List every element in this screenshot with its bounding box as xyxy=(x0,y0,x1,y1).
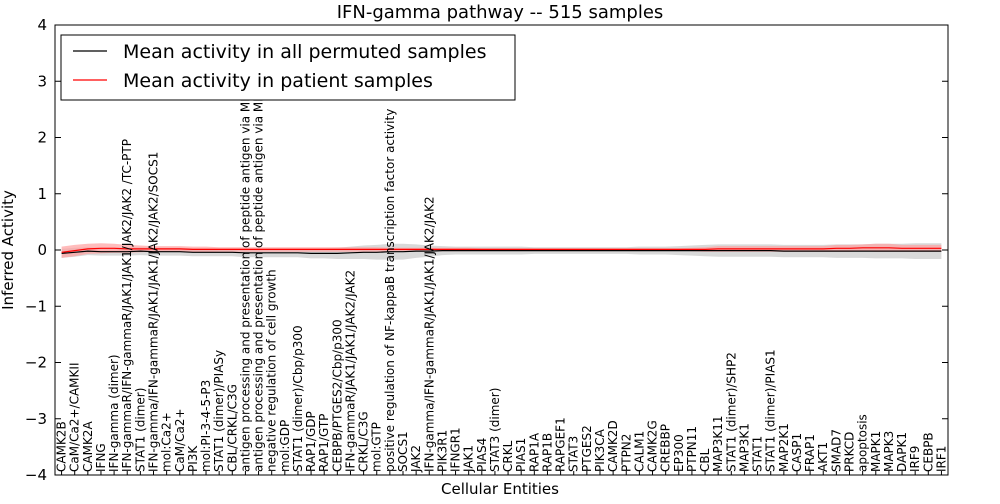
x-tick-label: CREBBP xyxy=(659,424,673,472)
x-tick-label: AKT1 xyxy=(816,442,830,472)
x-tick-label: STAT1 xyxy=(751,436,765,472)
y-tick-label: −3 xyxy=(25,410,47,428)
y-tick-label: 2 xyxy=(37,129,47,147)
x-tick-label: IFN-gammaR/JAK1/JAK1/JAK2/JAK2 xyxy=(344,270,358,472)
x-tick-label: CASP1 xyxy=(790,433,804,472)
x-tick-label: PIK3R1 xyxy=(435,430,449,472)
x-tick-label: SOCS1 xyxy=(396,431,410,472)
x-tick-label: RAP1/GDP xyxy=(304,411,318,472)
x-tick-label: MAP3K1 xyxy=(737,423,751,472)
x-tick-label: JAK2 xyxy=(409,445,423,473)
x-tick-label: CAMK2B xyxy=(55,421,69,472)
series-line-permuted xyxy=(61,250,942,254)
x-tick-label: MAP2K1 xyxy=(777,423,791,472)
x-tick-label: STAT1 (dimer)/Cbp/p300 xyxy=(291,325,305,472)
x-tick-label: STAT1 (dimer)/PIASy xyxy=(212,350,226,472)
y-tick-label: −1 xyxy=(25,297,47,315)
x-tick-label: STAT1 (dimer) xyxy=(133,388,147,472)
x-tick-label: MAPK1 xyxy=(869,431,883,472)
x-tick-label: RAP1B xyxy=(541,433,555,472)
x-tick-label: CRKL/C3G xyxy=(357,411,371,472)
x-tick-label: CAMK2G xyxy=(646,420,660,472)
x-tick-label: CAMK2A xyxy=(81,421,95,472)
legend: Mean activity in all permuted samples Me… xyxy=(60,34,516,101)
chart-title: IFN-gamma pathway -- 515 samples xyxy=(337,2,664,23)
x-tick-label: PTPN2 xyxy=(619,434,633,472)
x-tick-label: SMAD7 xyxy=(829,429,843,472)
x-tick-label: mol:GDP xyxy=(278,420,292,472)
x-tick-label: PIAS4 xyxy=(475,438,489,472)
x-tick-label: PRKCD xyxy=(843,432,857,472)
x-tick-label: mol:GTP xyxy=(370,422,384,472)
x-tick-label: EP300 xyxy=(672,434,686,472)
x-tick-label: CAMK2D xyxy=(606,420,620,472)
plot-frame xyxy=(54,24,949,476)
x-tick-label: CEBPB/PTGES2/Cbp/p300 xyxy=(330,319,344,472)
x-axis-ticks xyxy=(61,471,942,475)
x-tick-labels: CAMK2B CaM/Ca2+/CAMKII CAMK2A IFNG IFN-gamma… xyxy=(55,40,949,473)
x-tick-label: CRKL xyxy=(501,440,515,472)
x-tick-label: PTGES2 xyxy=(580,425,594,472)
x-tick-label: IFN-gamma (dimer) xyxy=(107,354,121,472)
y-tick-label: 1 xyxy=(37,185,47,203)
x-tick-label: JAK1 xyxy=(462,445,476,473)
x-tick-label: PIK3CA xyxy=(593,428,607,472)
x-tick-label: IFN-gamma/IFN-gammaR/JAK1/JAK1/JAK2/JAK2 xyxy=(422,196,436,472)
x-tick-label: STAT3 xyxy=(567,436,581,472)
x-tick-label: DAPK1 xyxy=(895,432,909,472)
x-tick-label: CBL/CRKL/C3G xyxy=(225,384,239,472)
x-tick-label: RAPGEF1 xyxy=(554,417,568,472)
x-tick-label: RAP1A xyxy=(527,432,541,472)
legend-label-patient: Mean activity in patient samples xyxy=(123,70,433,92)
y-tick-label: 3 xyxy=(37,72,47,90)
x-tick-label: STAT3 (dimer) xyxy=(488,388,502,472)
x-tick-label: IRF9 xyxy=(908,446,922,472)
x-tick-label: RAP1/GTP xyxy=(317,414,331,472)
y-axis-ticks: −4 −3 −2 −1 0 1 2 3 4 xyxy=(25,16,948,484)
y-tick-label: 4 xyxy=(37,16,47,34)
x-tick-label: mol:Ca2+ xyxy=(160,412,174,472)
series-lines xyxy=(61,247,942,254)
x-tick-label: MAPK3 xyxy=(882,431,896,472)
x-tick-label: IRF1 xyxy=(934,446,948,472)
legend-label-permuted: Mean activity in all permuted samples xyxy=(123,41,486,63)
x-tick-label: mol:PI-3-4-5-P3 xyxy=(199,380,213,472)
x-tick-label: apoptosis xyxy=(856,414,870,472)
x-tick-label: antigen processing and presentation of p… xyxy=(238,43,252,472)
x-tick-label: positive regulation of NF-kappaB transcr… xyxy=(383,109,397,472)
y-tick-label: −2 xyxy=(25,354,47,372)
x-tick-label: STAT1 (dimer)/PIAS1 xyxy=(764,349,778,472)
series-line-patient xyxy=(61,247,942,253)
x-tick-label: antigen processing and presentation of p… xyxy=(252,40,266,472)
x-tick-label: PIAS1 xyxy=(514,438,528,472)
x-tick-label: STAT1 (dimer)/SHP2 xyxy=(724,352,738,472)
x-tick-label: negative regulation of cell growth xyxy=(265,269,279,472)
x-tick-label: IFN-gammaR/IFN-gammaR/JAK1/JAK1/JAK2/JAK… xyxy=(120,139,134,472)
y-axis-label: Inferred Activity xyxy=(0,190,17,310)
x-tick-label: IFNGR1 xyxy=(449,427,463,472)
x-tick-label: CaM/Ca2+ xyxy=(173,408,187,472)
x-tick-label: PI3K xyxy=(186,445,200,472)
x-tick-label: IFNG xyxy=(94,443,108,472)
x-tick-label: MAP3K11 xyxy=(711,415,725,472)
x-tick-label: CBL xyxy=(698,448,712,472)
x-tick-label: IFN-gamma/IFN-gammaR/JAK1/JAK1/JAK2/JAK2… xyxy=(147,152,161,472)
x-tick-label: PTPN11 xyxy=(685,426,699,472)
x-tick-label: CEBPB xyxy=(921,432,935,472)
x-tick-label: CALM1 xyxy=(632,431,646,472)
x-tick-label: FRAP1 xyxy=(803,434,817,472)
y-tick-label: −4 xyxy=(25,466,47,484)
x-axis-label: Cellular Entities xyxy=(441,480,559,498)
x-tick-label: CaM/Ca2+/CAMKII xyxy=(68,363,82,472)
legend-box xyxy=(60,34,516,101)
y-tick-label: 0 xyxy=(37,241,47,259)
